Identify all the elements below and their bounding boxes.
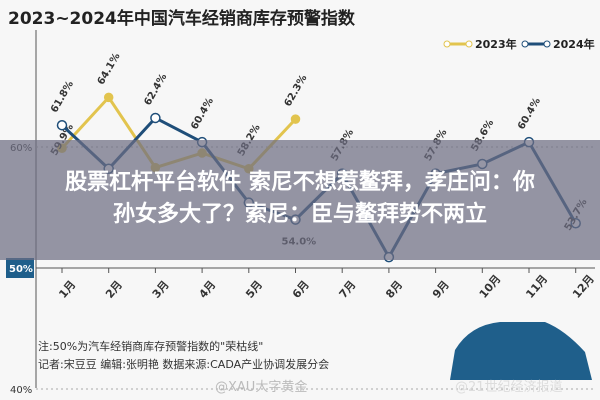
y-tick-label: 40%	[10, 385, 32, 396]
car-icon	[450, 322, 592, 380]
data-point	[150, 112, 161, 124]
x-tick-label: 12月	[570, 272, 597, 301]
data-point	[103, 92, 114, 103]
legend-marker	[521, 40, 529, 48]
data-label: 61.8%	[49, 79, 76, 115]
data-label: 62.4%	[142, 72, 169, 108]
x-tick-label: 8月	[383, 278, 405, 301]
data-label: 60.4%	[189, 96, 216, 132]
note-credits: 记者:宋豆豆 编辑:张明艳 数据来源:CADA产业协调发展分会	[38, 358, 330, 371]
chart-title: 2023~2024年中国汽车经销商库存预警指数	[8, 9, 355, 29]
data-label: 60.4%	[516, 96, 543, 132]
data-point	[56, 119, 68, 131]
x-tick-label: 1月	[56, 278, 78, 301]
legend-marker	[443, 40, 451, 48]
banner-line-1: 股票杠杆平台软件 索尼不想惹鳌拜，孝庄问：你	[65, 170, 535, 195]
overlay-banner: 股票杠杆平台软件 索尼不想惹鳌拜，孝庄问：你 孙女多大了？索尼：臣与鳌拜势不两立	[0, 140, 600, 260]
legend-label: 2023年	[475, 37, 517, 51]
banner-line-2: 孙女多大了？索尼：臣与鳌拜势不两立	[112, 202, 487, 227]
x-tick-label: 10月	[477, 272, 504, 301]
reference-label: 50%	[9, 264, 33, 275]
data-label: 64.1%	[96, 51, 123, 87]
x-tick-label: 7月	[337, 278, 359, 301]
legend-label: 2024年	[553, 37, 595, 51]
reference-label-bg	[6, 258, 34, 278]
x-tick-label: 2月	[103, 278, 125, 301]
note-threshold: 注:50%为汽车经销商库存预警指数的"荣枯线"	[38, 340, 264, 353]
x-tick-label: 6月	[290, 278, 312, 301]
data-point	[290, 114, 301, 124]
watermark: @21世纪经济报道	[455, 380, 563, 395]
data-label: 62.3%	[283, 73, 310, 109]
x-tick-label: 4月	[196, 278, 218, 301]
legend-marker	[465, 40, 473, 48]
x-tick-label: 11月	[523, 272, 550, 301]
x-tick-label: 5月	[243, 278, 265, 301]
x-tick-label: 3月	[150, 278, 172, 301]
watermark: @XAU大字黄金	[215, 380, 308, 395]
x-tick-label: 9月	[430, 278, 452, 301]
legend-marker	[543, 40, 551, 48]
